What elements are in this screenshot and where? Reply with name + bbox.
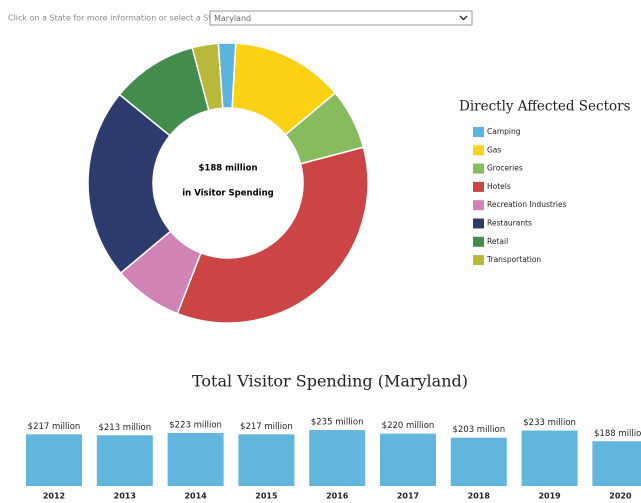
x-tick-label: 2014 (184, 492, 207, 501)
select-arrow[interactable] (459, 15, 468, 21)
legend-swatch (473, 200, 484, 211)
x-tick-label: 2018 (468, 492, 491, 501)
legend-label: Retail (487, 237, 508, 246)
legend-title: Directly Affected Sectors (459, 99, 631, 115)
legend-swatch (473, 127, 484, 137)
legend-label: Gas (487, 145, 501, 154)
state-select[interactable]: Maryland (209, 10, 473, 26)
bar-value-label: $203 million (452, 425, 505, 435)
bar-value-label: $217 million (28, 422, 81, 432)
donut-center-caption: in Visitor Spending (182, 189, 273, 199)
bar (26, 434, 82, 486)
legend-swatch (473, 163, 484, 174)
x-tick-label: 2016 (326, 492, 349, 501)
legend-swatch (473, 218, 484, 229)
bar (521, 430, 578, 486)
x-tick-label: 2013 (114, 492, 136, 501)
legend-label: Hotels (487, 182, 511, 191)
legend-swatch (473, 145, 484, 156)
bar (309, 430, 366, 486)
legend-swatch (473, 255, 484, 266)
bar (238, 434, 295, 486)
legend-label: Groceries (487, 164, 523, 173)
bar-value-label: $233 million (523, 418, 576, 428)
legend-swatch (473, 236, 484, 247)
select-box[interactable] (209, 10, 473, 26)
x-tick-label: 2015 (255, 492, 278, 501)
x-tick-label: 2020 (609, 492, 632, 501)
x-tick-label: 2019 (538, 492, 561, 501)
bar (450, 437, 507, 486)
bar (167, 432, 224, 486)
bar-value-label: $188 million (594, 429, 641, 439)
legend-label: Recreation Industries (487, 200, 567, 209)
x-tick-label: 2017 (397, 492, 419, 501)
bar (96, 435, 153, 486)
bar-value-label: $220 million (382, 421, 435, 431)
donut-slice (191, 42, 224, 112)
bar-value-label: $223 million (169, 420, 222, 430)
x-tick-label: 2012 (43, 492, 65, 501)
bar-chart-title: Total Visitor Spending (Maryland) (192, 372, 468, 391)
legend-label: Transportation (486, 255, 541, 264)
legend-label: Camping (487, 127, 521, 136)
donut-slice (176, 146, 369, 324)
legend-swatch (473, 181, 484, 192)
bar (380, 433, 436, 486)
donut-slice (87, 93, 172, 275)
donut-center-value: $188 million (198, 164, 257, 174)
select-value[interactable]: Maryland (214, 14, 251, 23)
state-prompt: Click on a State for more information or… (8, 14, 225, 23)
bar-value-label: $213 million (98, 423, 151, 433)
bar (592, 441, 641, 486)
bar-value-label: $235 million (311, 418, 364, 428)
legend-label: Restaurants (487, 219, 532, 228)
bar-value-label: $217 million (240, 422, 293, 432)
